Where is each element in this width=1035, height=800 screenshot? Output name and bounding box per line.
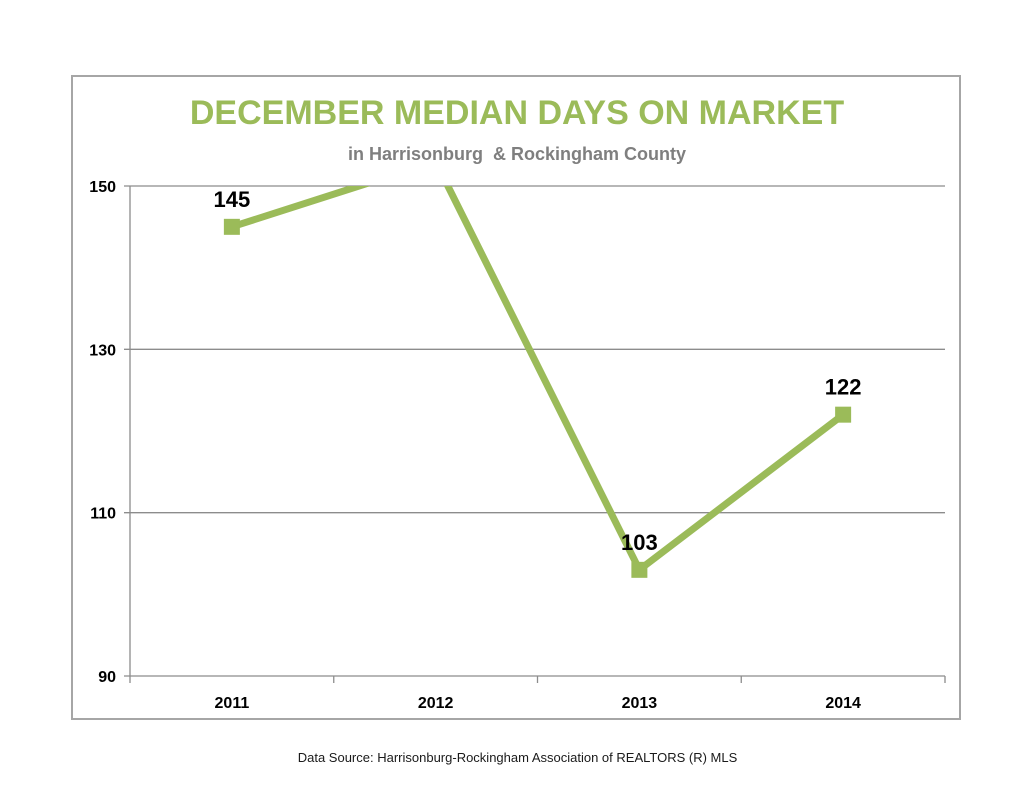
series-group <box>230 186 846 576</box>
y-tick-label: 110 <box>90 506 116 523</box>
x-tick-label: 2014 <box>825 695 861 712</box>
line-chart: DECEMBER MEDIAN DAYS ON MARKET in Harris… <box>89 94 946 712</box>
x-tick-label: 2012 <box>418 695 454 712</box>
data-label: 103 <box>621 530 658 555</box>
x-tick-label: 2013 <box>622 695 658 712</box>
y-tick-label: 90 <box>98 669 116 686</box>
chart-subtitle: in Harrisonburg & Rockingham County <box>348 144 686 164</box>
y-tick-label: 130 <box>89 342 116 359</box>
data-point-marker <box>631 561 648 578</box>
y-tick-label: 150 <box>89 179 116 196</box>
data-source-note: Data Source: Harrisonburg-Rockingham Ass… <box>297 750 738 765</box>
data-point-marker <box>835 406 852 423</box>
data-label: 122 <box>825 375 862 400</box>
data-point-marker <box>223 218 240 235</box>
series-line <box>230 186 846 576</box>
data-label: 145 <box>214 187 251 212</box>
chart-title: DECEMBER MEDIAN DAYS ON MARKET <box>190 94 844 132</box>
chart-frame <box>71 75 961 720</box>
x-tick-label: 2011 <box>215 695 250 712</box>
